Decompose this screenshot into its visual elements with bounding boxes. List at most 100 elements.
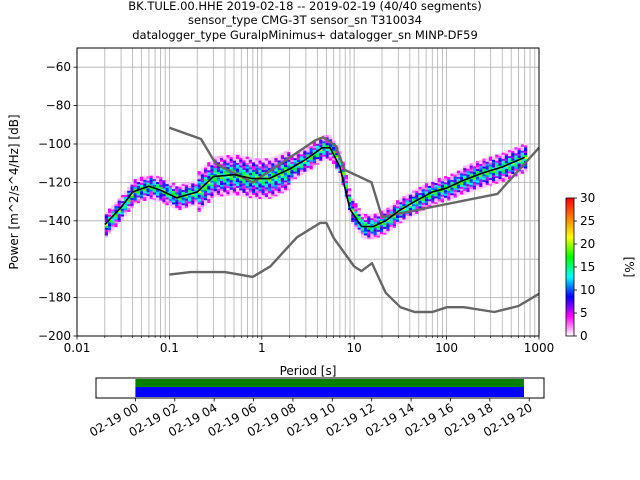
ppsd-cell (287, 174, 291, 178)
ppsd-cell (348, 209, 352, 212)
ppsd-cell (124, 190, 128, 194)
ppsd-cell (181, 204, 185, 208)
ppsd-cell (261, 165, 265, 169)
ppsd-cell (392, 216, 397, 219)
ppsd-cell (280, 166, 285, 169)
ppsd-cell (114, 213, 118, 216)
ppsd-cell (319, 160, 323, 163)
ppsd-cell (312, 141, 317, 145)
ppsd-cell (124, 194, 128, 197)
ppsd-cell (261, 171, 265, 174)
ppsd-cell (226, 162, 230, 166)
ppsd-cell (156, 177, 160, 181)
ppsd-cell (146, 176, 150, 179)
ppsd-cell (303, 167, 307, 170)
ppsd-cell (207, 189, 211, 192)
ppsd-cell (204, 195, 208, 199)
ppsd-cell (389, 228, 393, 231)
ppsd-cell (268, 162, 272, 165)
ppsd-cell (367, 233, 371, 236)
ppsd-cell (482, 158, 486, 161)
ppsd-cell (220, 167, 224, 170)
ppsd-cell (143, 192, 147, 196)
ppsd-cell (402, 219, 406, 222)
ppsd-cell (514, 164, 518, 167)
ppsd-cell (396, 204, 400, 207)
ppsd-cell (114, 220, 118, 224)
ppsd-cell (143, 194, 147, 198)
ppsd-cell (159, 184, 163, 188)
ppsd-cell (332, 140, 336, 144)
colorbar-tick-label: 25 (580, 214, 595, 228)
ppsd-cell (511, 163, 515, 167)
ppsd-cell (268, 173, 272, 176)
ppsd-cell (418, 204, 422, 207)
ppsd-cell (248, 195, 253, 199)
ppsd-cell (252, 190, 256, 194)
ppsd-cell (412, 205, 416, 209)
ppsd-cell (152, 197, 157, 201)
ppsd-cell (261, 188, 265, 192)
ppsd-cell (242, 169, 246, 172)
ppsd-cell (159, 178, 163, 182)
ppsd-cell (108, 227, 112, 231)
ppsd-cell (520, 152, 525, 155)
ppsd-cell (319, 139, 323, 142)
ppsd-cell (296, 165, 301, 168)
ppsd-cell (280, 154, 285, 158)
ppsd-cell (159, 186, 163, 189)
ppsd-cell (120, 200, 125, 204)
ppsd-cell (194, 203, 198, 206)
ppsd-cell (380, 224, 384, 227)
ppsd-cell (309, 161, 313, 164)
ppsd-cell (191, 186, 195, 190)
ppsd-cell (108, 210, 112, 213)
ppsd-cell (194, 183, 198, 187)
ppsd-cell (204, 167, 208, 170)
ppsd-cell (460, 178, 464, 182)
ppsd-cell (124, 211, 128, 215)
ppsd-cell (370, 223, 374, 226)
ppsd-cell (252, 165, 256, 169)
ppsd-cell (476, 168, 480, 171)
ppsd-cell (165, 187, 169, 190)
ppsd-cell (207, 162, 211, 165)
ppsd-cell (248, 168, 253, 172)
ppsd-cell (348, 211, 352, 214)
ppsd-cell (485, 165, 489, 168)
ppsd-cell (229, 164, 233, 167)
ppsd-cell (277, 171, 281, 174)
ppsd-cell (508, 169, 512, 172)
ppsd-cell (415, 196, 419, 199)
ppsd-cell (434, 184, 438, 187)
ppsd-cell (447, 196, 451, 199)
ppsd-cell (172, 203, 176, 207)
ppsd-cell (434, 186, 438, 189)
ppsd-cell (229, 179, 233, 183)
ppsd-cell (309, 145, 313, 149)
ppsd-cell (488, 166, 493, 169)
ppsd-cell (447, 177, 451, 180)
ppsd-cell (424, 196, 429, 200)
ppsd-cell (197, 192, 201, 195)
ppsd-cell (280, 177, 285, 181)
ppsd-cell (341, 184, 345, 187)
ppsd-cell (104, 217, 109, 221)
ppsd-cell (514, 154, 518, 158)
ppsd-cell (124, 198, 128, 201)
ppsd-cell (482, 162, 486, 165)
ppsd-cell (200, 170, 205, 173)
ppsd-cell (290, 163, 294, 166)
ppsd-cell (460, 171, 464, 174)
ppsd-cell (130, 195, 134, 199)
ppsd-cell (146, 182, 150, 185)
ppsd-cell (242, 186, 246, 190)
median-curve (104, 147, 526, 228)
ppsd-cell (236, 158, 240, 161)
ppsd-cell (207, 173, 211, 177)
ppsd-cell (220, 186, 224, 189)
ppsd-cell (130, 193, 134, 197)
ppsd-cell (293, 161, 297, 164)
ppsd-cell (383, 213, 387, 216)
ppsd-cell (309, 147, 313, 151)
